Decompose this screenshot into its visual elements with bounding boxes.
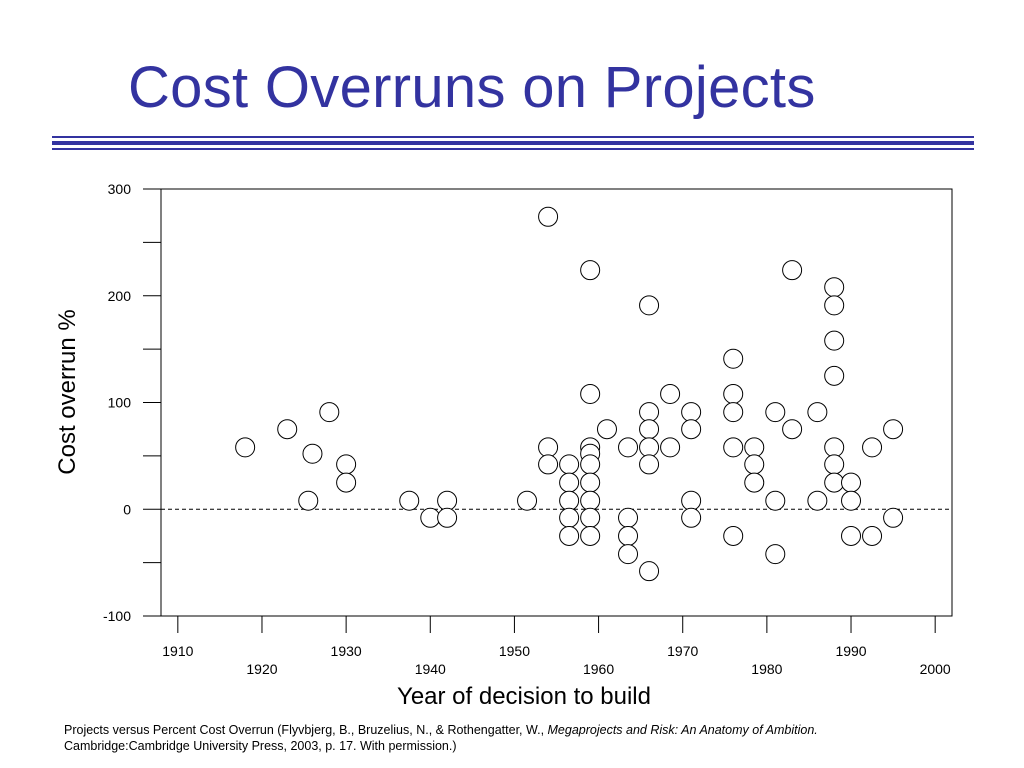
page-title: Cost Overruns on Projects (128, 55, 816, 120)
data-point (580, 472, 601, 493)
data-point (681, 402, 702, 423)
x-tick-label: 2000 (920, 661, 951, 677)
data-point (765, 490, 786, 511)
scatter-chart: 300 200 100 0 -100 1910 1930 1950 1970 1990 1920 19… (54, 181, 953, 710)
data-point (723, 437, 744, 458)
data-point (580, 525, 601, 546)
data-point (681, 419, 702, 440)
data-point (580, 507, 601, 528)
data-point (580, 260, 601, 281)
data-point (596, 419, 617, 440)
data-point (277, 419, 298, 440)
data-point (765, 544, 786, 565)
data-point (618, 544, 639, 565)
data-point (437, 507, 458, 528)
caption-text: Projects versus Percent Cost Overrun (Fl… (64, 723, 548, 737)
data-point (399, 490, 420, 511)
data-point (618, 525, 639, 546)
data-point (580, 383, 601, 404)
data-point (723, 525, 744, 546)
data-point (841, 525, 862, 546)
data-point (235, 437, 256, 458)
y-tick-label: 0 (123, 501, 131, 517)
data-point (782, 419, 803, 440)
data-point (841, 472, 862, 493)
data-point (618, 437, 639, 458)
data-point (639, 561, 660, 582)
data-point (883, 507, 904, 528)
data-point (824, 277, 845, 298)
data-point (538, 206, 559, 227)
plot-frame (160, 188, 953, 617)
figure-caption: Projects versus Percent Cost Overrun (Fl… (64, 722, 964, 754)
data-point (639, 454, 660, 475)
data-point (824, 365, 845, 386)
data-point (660, 437, 681, 458)
title-divider (52, 136, 974, 150)
data-point (723, 402, 744, 423)
data-point (744, 454, 765, 475)
data-point (744, 437, 765, 458)
data-point (723, 348, 744, 369)
data-point (559, 472, 580, 493)
data-point (559, 490, 580, 511)
caption-publisher: Cambridge:Cambridge University Press, 20… (64, 739, 457, 753)
data-point (841, 490, 862, 511)
data-point (824, 330, 845, 351)
data-point (580, 490, 601, 511)
x-tick-label: 1990 (835, 643, 866, 659)
data-point (824, 454, 845, 475)
y-tick-label: -100 (103, 608, 131, 624)
data-point (517, 490, 538, 511)
data-point (580, 454, 601, 475)
data-point (639, 437, 660, 458)
data-point (807, 402, 828, 423)
data-point (559, 525, 580, 546)
data-point (559, 507, 580, 528)
x-tick-label: 1980 (751, 661, 782, 677)
data-point (824, 437, 845, 458)
data-point (639, 402, 660, 423)
data-point (862, 437, 883, 458)
caption-book-title: Megaprojects and Risk: An Anatomy of Amb… (547, 723, 818, 737)
data-point (319, 402, 340, 423)
y-tick-label: 100 (108, 395, 132, 411)
data-point (765, 402, 786, 423)
x-tick-label: 1930 (331, 643, 362, 659)
y-tick-label: 200 (108, 288, 132, 304)
data-point (723, 383, 744, 404)
y-axis-label: Cost overrun % (54, 309, 81, 474)
x-tick-label: 1940 (415, 661, 446, 677)
x-tick-label: 1970 (667, 643, 698, 659)
x-axis-label: Year of decision to build (397, 683, 651, 710)
data-point (681, 490, 702, 511)
data-point (538, 454, 559, 475)
x-tick-label: 1960 (583, 661, 614, 677)
data-point (336, 454, 357, 475)
data-point (807, 490, 828, 511)
data-point (883, 419, 904, 440)
data-point (782, 260, 803, 281)
data-point (618, 507, 639, 528)
data-point (639, 419, 660, 440)
data-point (298, 490, 319, 511)
x-tick-label: 1920 (246, 661, 277, 677)
y-tick-label: 300 (108, 181, 132, 197)
data-point (437, 490, 458, 511)
data-point (559, 454, 580, 475)
data-point (302, 443, 323, 464)
data-point (862, 525, 883, 546)
data-point (681, 507, 702, 528)
data-point (336, 472, 357, 493)
data-point (744, 472, 765, 493)
x-tick-label: 1950 (499, 643, 530, 659)
data-point (538, 437, 559, 458)
data-point (420, 507, 441, 528)
data-point (639, 295, 660, 316)
data-point (824, 295, 845, 316)
data-point (660, 383, 681, 404)
data-point (824, 472, 845, 493)
x-tick-label: 1910 (162, 643, 193, 659)
